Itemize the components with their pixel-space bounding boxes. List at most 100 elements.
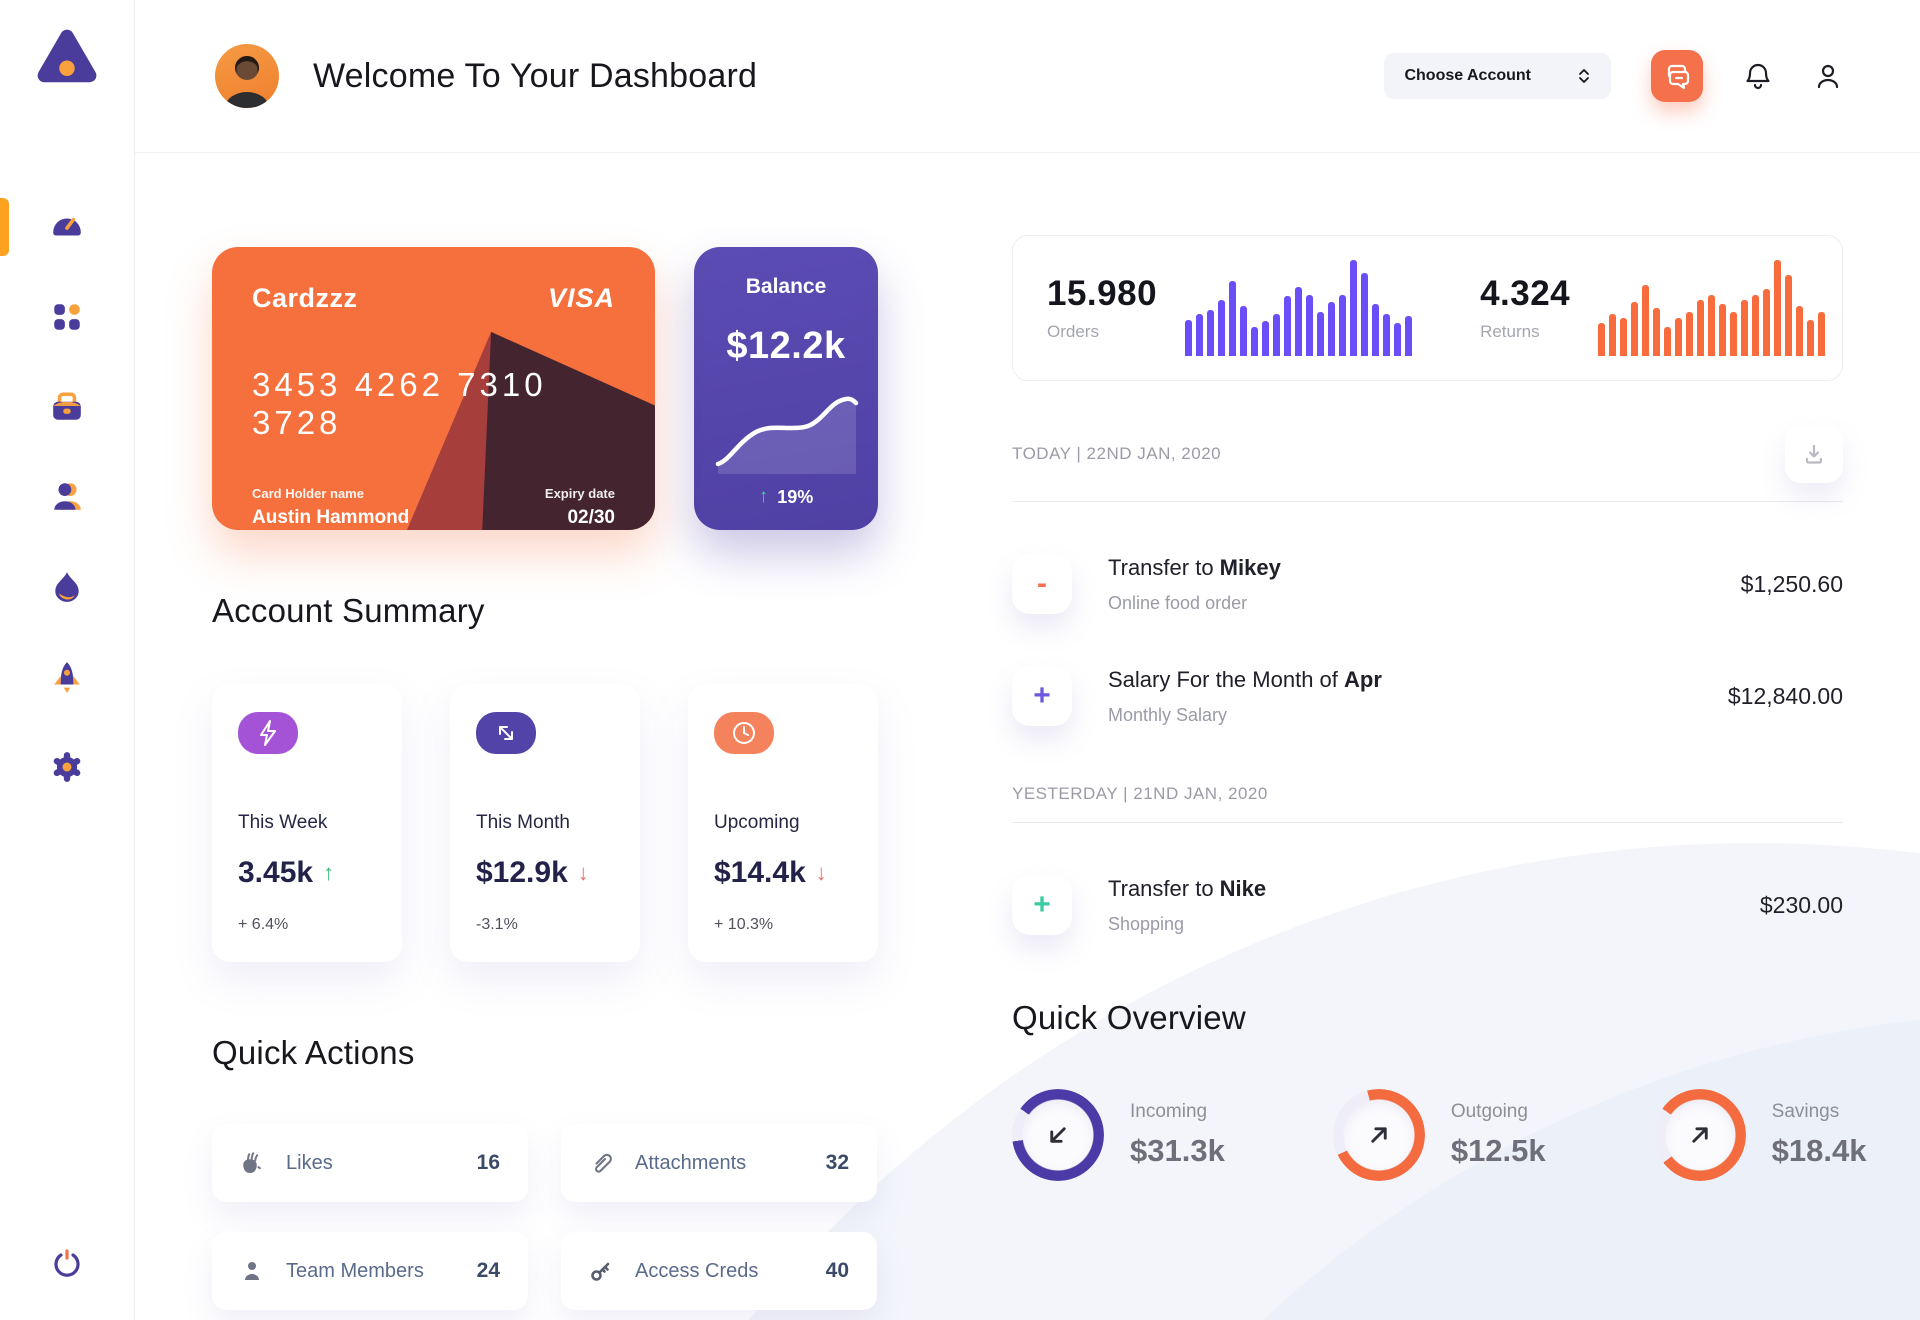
- key-icon: [591, 1262, 610, 1281]
- summary-delta: -3.1%: [476, 916, 518, 933]
- gear-icon: [53, 752, 81, 782]
- quick-action-label: Likes: [286, 1151, 333, 1174]
- plus-icon: +: [1012, 666, 1072, 726]
- customers-icon: [54, 483, 81, 510]
- quick-action-likes[interactable]: Likes 16: [212, 1124, 528, 1202]
- choose-account-dropdown[interactable]: Choose Account: [1384, 53, 1611, 99]
- messages-button[interactable]: [1651, 50, 1703, 102]
- header: Welcome To Your Dashboard Choose Account: [135, 0, 1920, 153]
- quick-overview-title: Quick Overview: [1012, 999, 1246, 1036]
- txn-subtitle: Monthly Salary: [1108, 704, 1228, 725]
- summary-card-upcoming: Upcoming $14.4k ↓ + 10.3%: [688, 684, 878, 962]
- active-indicator: [0, 198, 9, 256]
- txn-amount: $12,840.00: [1727, 682, 1843, 709]
- sidebar: [0, 0, 135, 1320]
- quick-action-label: Access Creds: [635, 1259, 759, 1282]
- balance-label: Balance: [745, 275, 827, 298]
- sidebar-item-settings[interactable]: [0, 750, 134, 784]
- orders-value: 15.980: [1047, 274, 1158, 313]
- transaction-row-nike[interactable]: + Transfer to Nike Shopping $230.00: [1012, 875, 1843, 935]
- summary-delta: + 10.3%: [714, 916, 774, 933]
- account-summary-grid: This Week 3.45k ↑ + 6.4% This Month $12.…: [212, 684, 878, 962]
- summary-label: This Week: [238, 812, 328, 833]
- sidebar-item-trending[interactable]: [0, 570, 134, 604]
- card-expiry-value: 02/30: [567, 507, 615, 528]
- quick-action-label: Team Members: [286, 1259, 424, 1282]
- returns-bar-chart: [1598, 260, 1826, 356]
- visa-logo: VISA: [547, 283, 615, 313]
- sidebar-item-work[interactable]: [0, 390, 134, 424]
- balance-sparkline-chart: [715, 396, 859, 474]
- gauge-value: $12.5k: [1450, 1133, 1546, 1168]
- summary-delta: + 6.4%: [238, 916, 289, 933]
- plus-icon: +: [1012, 875, 1072, 935]
- divider: [1012, 822, 1843, 823]
- card-holder-label: Card Holder name: [252, 486, 364, 501]
- quick-action-attachments[interactable]: Attachments 32: [561, 1124, 877, 1202]
- briefcase-icon: [53, 392, 81, 420]
- power-icon: [54, 1249, 80, 1277]
- summary-label: This Month: [476, 812, 570, 833]
- user-icon: [1817, 64, 1839, 89]
- summary-label: Upcoming: [714, 812, 800, 833]
- txn-title: Transfer to Nike: [1108, 875, 1267, 901]
- paperclip-icon: [595, 1153, 612, 1173]
- sidebar-item-customers[interactable]: [0, 480, 134, 514]
- txn-group-date: YESTERDAY | 21ND JAN, 2020: [1012, 784, 1268, 803]
- returns-value: 4.324: [1480, 274, 1571, 313]
- txn-title: Salary For the Month of Apr: [1108, 666, 1382, 692]
- logout-button[interactable]: [0, 1248, 134, 1280]
- orders-label: Orders: [1047, 322, 1099, 341]
- quick-action-count: 24: [476, 1259, 500, 1282]
- flame-icon: [55, 572, 79, 602]
- profile-button[interactable]: [1813, 61, 1843, 91]
- orders-returns-stats-card: 15.980 Orders 4.324 Returns: [1012, 235, 1843, 381]
- member-icon: [245, 1262, 259, 1280]
- quick-action-label: Attachments: [635, 1151, 747, 1174]
- balance-card: Balance $12.2k ↑ 19%: [694, 247, 878, 530]
- arrow-up-right-icon: [1371, 1127, 1387, 1143]
- quick-actions-title: Quick Actions: [212, 1034, 415, 1071]
- gauge-label: Savings: [1771, 1101, 1840, 1122]
- user-avatar[interactable]: [215, 44, 279, 108]
- account-summary-title: Account Summary: [212, 592, 485, 629]
- txn-subtitle: Online food order: [1108, 592, 1248, 613]
- quick-action-access-creds[interactable]: Access Creds 40: [561, 1232, 877, 1310]
- apps-grid-icon: [54, 304, 80, 330]
- notifications-button[interactable]: [1743, 61, 1773, 91]
- txn-amount: $1,250.60: [1740, 570, 1843, 597]
- txn-amount: $230.00: [1759, 891, 1843, 918]
- gauge-value: $31.3k: [1130, 1133, 1225, 1168]
- sidebar-item-dashboard[interactable]: [0, 198, 134, 256]
- quick-action-count: 40: [825, 1259, 849, 1282]
- lightning-icon: [238, 712, 298, 754]
- left-column: Cardzzz VISA 3453 4262 7310 3728 Card Ho…: [212, 153, 878, 1320]
- txn-group-date: TODAY | 22ND JAN, 2020: [1012, 444, 1222, 463]
- returns-stat: 4.324 Returns: [1446, 236, 1859, 380]
- brand-logo-icon: [34, 26, 100, 92]
- quick-action-team-members[interactable]: Team Members 24: [212, 1232, 528, 1310]
- sidebar-nav: [0, 198, 134, 784]
- gauge-label: Outgoing: [1450, 1101, 1528, 1122]
- card-number: 3453 4262 7310 3728: [252, 366, 547, 441]
- clock-icon: [714, 712, 774, 754]
- download-statement-button[interactable]: [1785, 425, 1843, 483]
- sidebar-item-launch[interactable]: [0, 660, 134, 694]
- minus-icon: -: [1012, 554, 1072, 614]
- quick-overview-row: Incoming $31.3k Outgoing $12.5k: [1012, 1089, 1866, 1181]
- summary-value: $14.4k: [714, 856, 806, 889]
- rocket-icon: [54, 662, 80, 693]
- download-icon: [1805, 444, 1823, 464]
- arrow-down-left-icon: [1050, 1127, 1066, 1143]
- txn-title: Transfer to Mikey: [1108, 554, 1281, 580]
- transaction-row-salary[interactable]: + Salary For the Month of Apr Monthly Sa…: [1012, 666, 1843, 726]
- transaction-row-mikey[interactable]: - Transfer to Mikey Online food order $1…: [1012, 554, 1843, 614]
- quick-action-count: 16: [476, 1151, 500, 1174]
- bell-icon: [1746, 63, 1770, 90]
- sidebar-item-apps[interactable]: [0, 300, 134, 334]
- orders-bar-chart: [1185, 260, 1413, 356]
- quick-action-count: 32: [825, 1151, 849, 1174]
- balance-up-arrow-icon: ↑: [758, 486, 769, 507]
- chevron-updown-icon: [1579, 69, 1589, 83]
- gauge-incoming: Incoming $31.3k: [1012, 1089, 1225, 1181]
